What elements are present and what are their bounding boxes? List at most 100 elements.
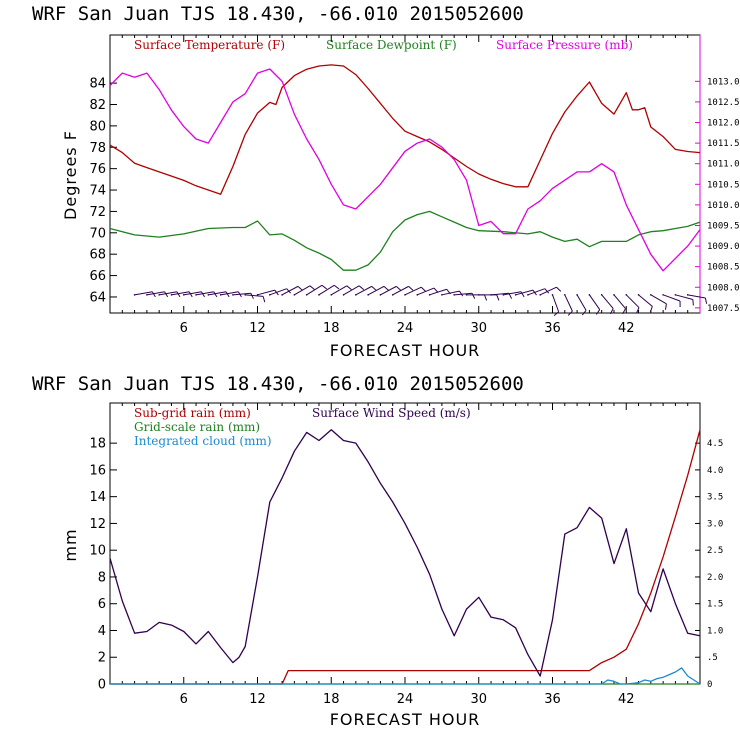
bottom-chart-title: WRF San Juan TJS 18.430, -66.010 2015052…: [32, 373, 524, 395]
wind-barb-shaft: [687, 294, 706, 299]
wind-barb-shaft: [318, 284, 335, 296]
wind-barb-station: [613, 294, 615, 296]
wind-barb-station: [133, 294, 136, 296]
wind-barb-feather: [383, 285, 389, 291]
wind-barb-feather: [544, 288, 550, 294]
wind-barb-shaft: [306, 284, 323, 296]
y-tick-label: 8: [98, 570, 106, 585]
y-tick-label: 6: [98, 597, 106, 612]
x-tick-label: 18: [323, 321, 340, 336]
wind-barb-station: [551, 294, 554, 296]
wind-barb-feather: [262, 296, 266, 303]
wind-barb-shaft: [539, 286, 557, 296]
wind-barb-shaft: [146, 291, 165, 296]
top-chart: WRF San Juan TJS 18.430, -66.010 2015052…: [32, 3, 740, 360]
wind-barb-shaft: [220, 291, 239, 296]
wind-barb-feather: [581, 310, 587, 316]
wind-barb-shaft: [601, 294, 614, 309]
wind-barb-station: [170, 294, 173, 296]
wind-barb-shaft: [392, 285, 409, 296]
wind-barb-shaft: [588, 294, 601, 310]
legend-integrated-cloud: Integrated cloud (mm): [134, 434, 272, 448]
bottom-chart: WRF San Juan TJS 18.430, -66.010 2015052…: [32, 373, 723, 729]
wind-barb-shaft: [380, 285, 397, 296]
top-y-axis-label: Degrees F: [61, 130, 80, 220]
x-tick-label: 24: [397, 692, 414, 707]
x-tick-label: 42: [618, 321, 635, 336]
wind-barb-station: [158, 294, 160, 296]
wind-barb-feather: [483, 294, 488, 301]
wind-barb-station: [514, 294, 517, 296]
wind-barb-shaft: [355, 285, 372, 296]
wind-barb-feather: [151, 291, 156, 298]
y-tick-label: 4: [98, 624, 106, 639]
y2-tick-label: 3.5: [707, 493, 723, 503]
legend-surface-wind-speed: Surface Wind Speed (m/s): [312, 406, 471, 420]
wind-barb-feather: [595, 309, 601, 315]
x-tick-label: 12: [249, 692, 266, 707]
wind-barb-feather: [408, 285, 414, 291]
wind-barb-feather: [164, 291, 169, 298]
wind-barb-shaft: [490, 292, 510, 296]
wind-barb-shaft: [195, 291, 214, 296]
wind-barb-shaft: [638, 294, 653, 307]
series-line-0: [110, 429, 701, 685]
y2-tick-label: 1012.5: [707, 98, 740, 108]
wind-barb-feather: [636, 307, 640, 314]
wind-barb-feather: [250, 293, 254, 299]
wind-barb-station: [293, 294, 296, 296]
wind-barb-station: [539, 294, 542, 296]
wind-barb-shaft: [675, 294, 693, 300]
y2-tick-label: 2.5: [707, 546, 723, 556]
y-tick-label: 10: [89, 544, 106, 559]
wind-barb-feather: [395, 285, 402, 291]
wind-barb-feather: [346, 285, 352, 291]
wind-barb-shaft: [171, 291, 190, 296]
legend-subgrid-rain: Sub-grid rain (mm): [134, 406, 251, 420]
y2-tick-label: 4.5: [707, 439, 723, 449]
wind-barb-shaft: [208, 291, 227, 296]
wind-barb-shaft: [613, 294, 626, 309]
legend-surface-dewpoint: Surface Dewpoint (F): [326, 38, 457, 52]
wind-barb-shaft: [552, 294, 560, 312]
wind-barb-feather: [471, 293, 476, 299]
y-tick-label: 16: [89, 463, 106, 478]
wind-barb-station: [477, 294, 480, 296]
wind-barb-station: [502, 294, 505, 296]
wind-barb-feather: [358, 285, 365, 291]
wind-barb-feather: [649, 306, 653, 313]
wind-barb-shaft: [159, 291, 177, 296]
x-tick-label: 6: [180, 692, 188, 707]
y2-tick-label: 2.0: [707, 573, 723, 583]
wind-barb-shaft: [269, 288, 287, 296]
wind-barb-shaft: [625, 294, 640, 308]
wind-barb-feather: [201, 291, 205, 298]
wind-barb-feather: [664, 303, 667, 310]
wind-barb-shaft: [245, 294, 264, 297]
wind-barb-station: [182, 294, 185, 296]
plot-frame: [109, 34, 701, 314]
series-line-0: [109, 64, 701, 195]
wind-barb-station: [465, 294, 468, 296]
bottom-x-axis-label: FORECAST HOUR: [330, 710, 481, 729]
wind-barb-feather: [371, 285, 377, 291]
wind-barb-station: [563, 294, 566, 296]
legend-surface-pressure: Surface Pressure (mb): [496, 38, 633, 52]
y-tick-label: 64: [89, 290, 106, 305]
wind-barb-station: [207, 294, 210, 296]
wind-barb-shaft: [134, 291, 153, 296]
wind-barb-feather: [433, 287, 439, 293]
y2-tick-label: 1009.5: [707, 221, 740, 231]
wind-barb-shaft: [367, 285, 385, 296]
x-tick-label: 30: [470, 321, 487, 336]
wind-barb-feather: [188, 291, 193, 298]
wind-barb-station: [330, 294, 333, 296]
wind-barb-station: [490, 294, 492, 296]
y-tick-label: 18: [89, 437, 106, 452]
x-tick-label: 6: [180, 321, 188, 336]
legend-surface-temperature: Surface Temperature (F): [134, 38, 285, 52]
wind-barb-feather: [309, 285, 315, 291]
wind-barb-feather: [321, 284, 328, 290]
y2-tick-label: 1009.0: [707, 242, 740, 252]
